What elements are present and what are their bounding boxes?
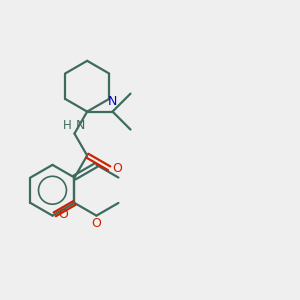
Text: O: O [92, 217, 101, 230]
Text: N: N [108, 95, 117, 108]
Text: H: H [63, 119, 72, 132]
Text: O: O [112, 162, 122, 175]
Text: O: O [58, 208, 68, 221]
Text: N: N [75, 119, 85, 132]
